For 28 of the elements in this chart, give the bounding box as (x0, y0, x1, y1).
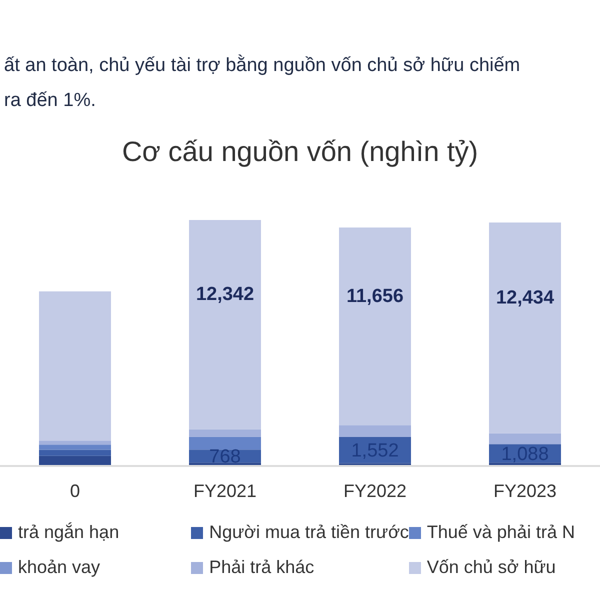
legend-label: khoản vay (18, 557, 100, 578)
bar (489, 222, 561, 434)
bar (39, 450, 111, 456)
bar (39, 291, 111, 441)
text: ra đến 1%. (4, 89, 97, 113)
x-tick-label: FY2021 (193, 480, 257, 501)
bar (189, 220, 261, 430)
bar (39, 444, 111, 450)
legend-label: Người mua trả tiền trước (209, 522, 409, 543)
bar (339, 425, 411, 437)
legend-label: trả ngắn hạn (18, 522, 120, 543)
text: ất an toàn, chủ yếu tài trợ bằng nguồn vốn chủ sở hữu chiếm (4, 54, 520, 78)
bar (189, 429, 261, 437)
data-label: 768 (209, 446, 241, 468)
chart-title: Cơ cấu nguồn vốn (nghìn tỷ) (120, 136, 480, 168)
data-label: 12,342 (196, 284, 254, 306)
bar (339, 227, 411, 426)
bar (189, 436, 261, 450)
data-label: 12,434 (496, 287, 554, 308)
data-label: 11,656 (346, 286, 404, 307)
x-tick-label: 0 (70, 480, 80, 501)
legend-label: Phải trả khác (209, 557, 314, 578)
bar (489, 433, 561, 444)
legend-label: Thuế và phải trả N (426, 522, 575, 543)
bar (39, 440, 111, 445)
x-tick-label: FY2023 (493, 480, 557, 501)
legend-label: Vốn chủ sở hữu (426, 557, 556, 578)
x-tick-label: FY2022 (343, 480, 407, 501)
